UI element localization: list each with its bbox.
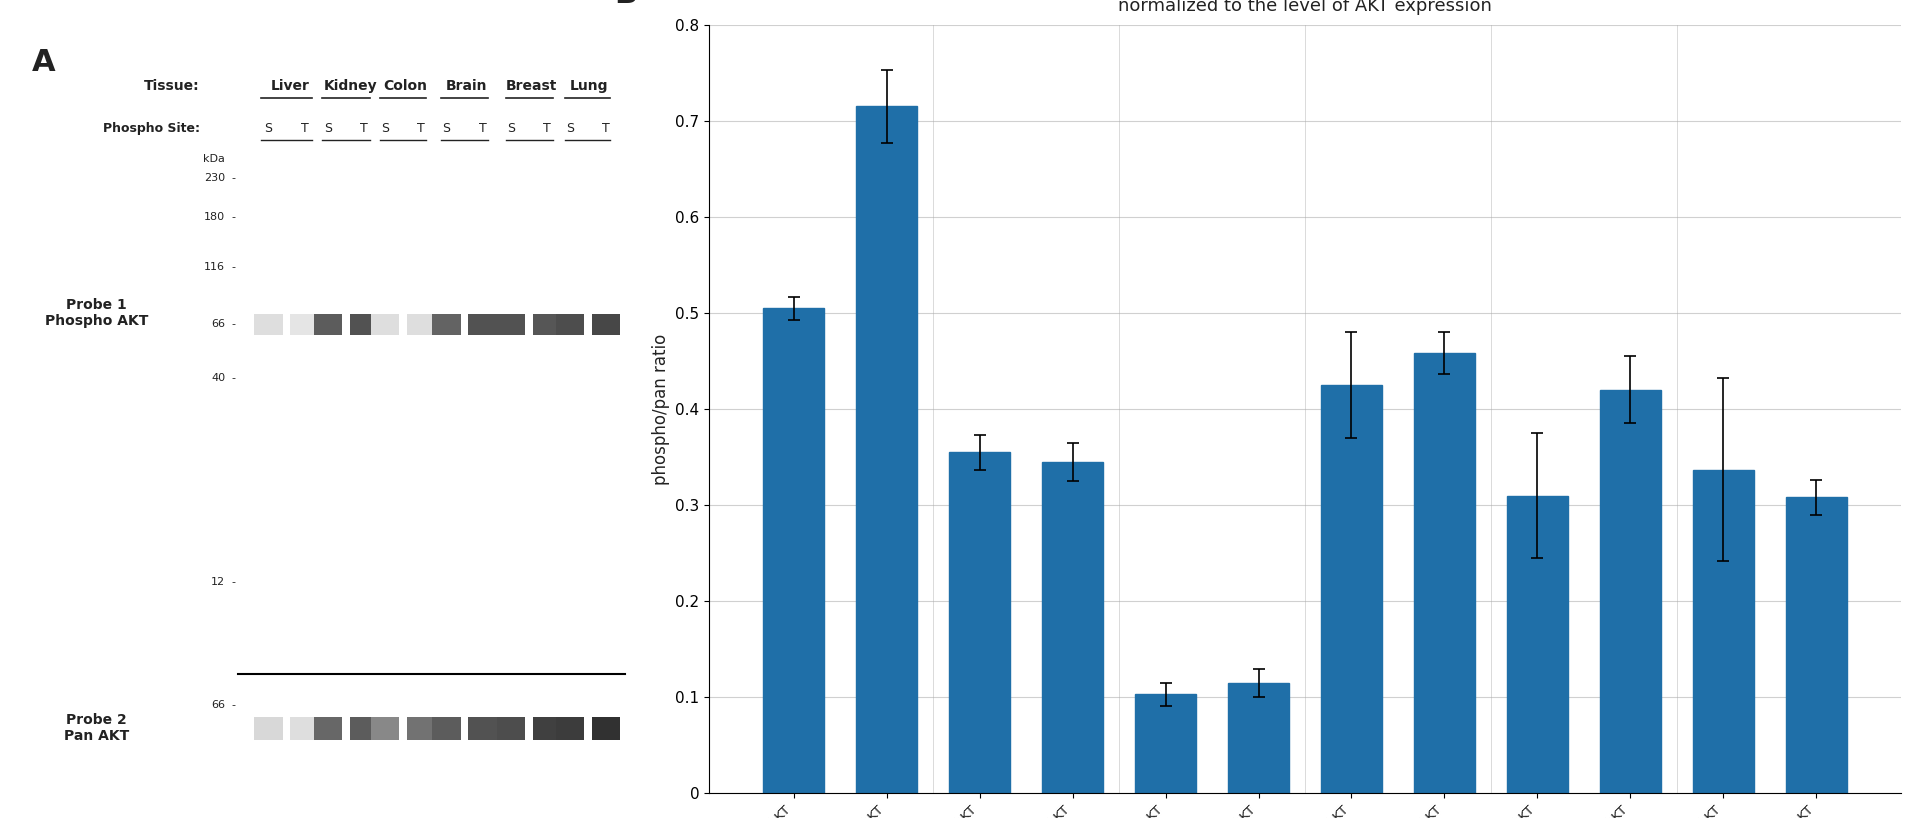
FancyBboxPatch shape [313,313,342,335]
Text: Brain: Brain [445,79,488,93]
Bar [1415,353,1475,793]
Bar [1599,390,1661,793]
Bar [948,452,1010,793]
Text: Breast: Breast [505,79,557,93]
Text: T: T [543,122,551,135]
Text: S: S [566,122,574,135]
Text: kDa: kDa [204,154,225,164]
Bar [856,106,916,793]
Text: T: T [478,122,486,135]
Bar [764,308,824,793]
Text: Lung: Lung [570,79,609,93]
FancyBboxPatch shape [534,313,561,335]
Bar [1693,470,1753,793]
Text: S: S [507,122,515,135]
Text: 66: 66 [211,700,225,710]
FancyBboxPatch shape [497,717,526,739]
Text: Tissue:: Tissue: [144,79,200,93]
FancyBboxPatch shape [290,313,319,335]
Text: T: T [301,122,309,135]
Text: Phospho Site:: Phospho Site: [102,122,200,135]
Y-axis label: phospho/pan ratio: phospho/pan ratio [651,334,670,484]
Text: -: - [232,319,236,330]
Text: Liver: Liver [271,79,309,93]
FancyBboxPatch shape [555,717,584,739]
FancyBboxPatch shape [371,313,399,335]
Text: S: S [265,122,273,135]
FancyBboxPatch shape [534,717,561,739]
Text: -: - [232,173,236,183]
Text: -: - [232,577,236,587]
Text: -: - [232,212,236,222]
Text: Probe 1
Phospho AKT: Probe 1 Phospho AKT [44,298,148,328]
Bar [1135,694,1196,793]
Text: 66: 66 [211,319,225,330]
Text: 230: 230 [204,173,225,183]
FancyBboxPatch shape [349,313,378,335]
Bar [1043,462,1102,793]
FancyBboxPatch shape [313,717,342,739]
Text: 12: 12 [211,577,225,587]
Text: S: S [444,122,451,135]
Text: T: T [417,122,424,135]
FancyBboxPatch shape [253,313,282,335]
FancyBboxPatch shape [349,717,378,739]
FancyBboxPatch shape [407,313,436,335]
Bar [1321,385,1382,793]
Text: -: - [232,262,236,272]
Bar [1229,683,1288,793]
FancyBboxPatch shape [497,313,526,335]
Text: -: - [232,373,236,384]
FancyBboxPatch shape [371,717,399,739]
FancyBboxPatch shape [555,313,584,335]
Text: -: - [232,700,236,710]
FancyBboxPatch shape [468,717,497,739]
Text: Colon: Colon [384,79,428,93]
FancyBboxPatch shape [591,313,620,335]
Text: 40: 40 [211,373,225,384]
FancyBboxPatch shape [290,717,319,739]
FancyBboxPatch shape [591,717,620,739]
Text: T: T [603,122,611,135]
FancyBboxPatch shape [432,717,461,739]
Bar [1507,496,1569,793]
Text: 116: 116 [204,262,225,272]
Text: S: S [324,122,332,135]
Text: S: S [380,122,390,135]
Text: T: T [361,122,369,135]
FancyBboxPatch shape [432,313,461,335]
FancyBboxPatch shape [253,717,282,739]
Text: B: B [614,0,637,9]
FancyBboxPatch shape [468,313,497,335]
Text: 180: 180 [204,212,225,222]
Title: AKT phosphorylation level in various tissue
normalized to the level of AKT expre: AKT phosphorylation level in various tis… [1112,0,1500,15]
FancyBboxPatch shape [407,717,436,739]
Text: Kidney: Kidney [324,79,378,93]
Text: A: A [33,47,56,77]
Text: Probe 2
Pan AKT: Probe 2 Pan AKT [63,713,129,744]
Bar [1786,497,1847,793]
